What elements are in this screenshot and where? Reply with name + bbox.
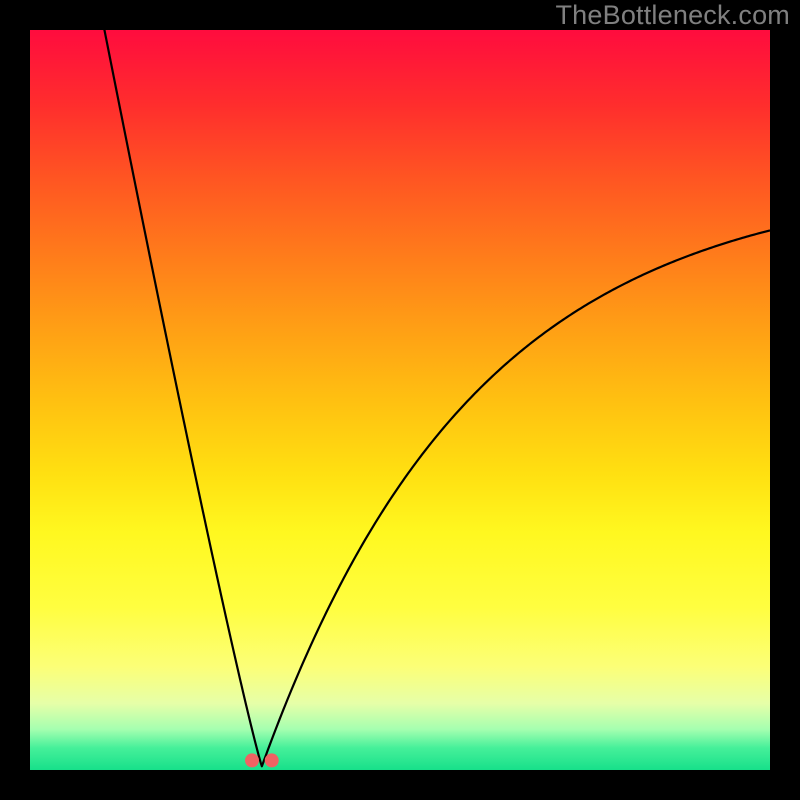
marker-point <box>245 753 259 767</box>
chart-container: TheBottleneck.com <box>0 0 800 800</box>
bottleneck-chart <box>0 0 800 800</box>
marker-point <box>265 753 279 767</box>
plot-background <box>30 30 770 770</box>
watermark-text: TheBottleneck.com <box>555 0 790 31</box>
